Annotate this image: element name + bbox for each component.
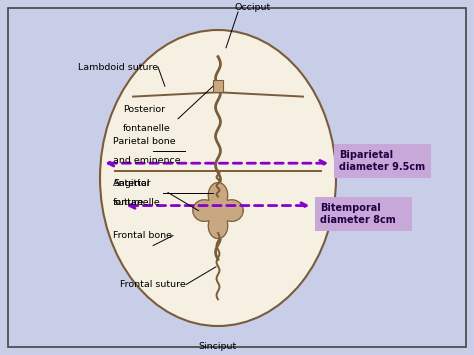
FancyBboxPatch shape [315,197,412,230]
Text: Sinciput: Sinciput [199,342,237,351]
Text: Parietal bone: Parietal bone [113,137,176,146]
Text: Sagittal: Sagittal [113,179,149,188]
FancyBboxPatch shape [334,144,431,178]
Ellipse shape [100,30,336,326]
Bar [213,80,223,92]
Text: Anterior: Anterior [113,179,152,187]
Text: diameter 8cm: diameter 8cm [320,214,396,225]
Text: Frontal bone: Frontal bone [113,231,172,240]
Text: suture: suture [113,198,143,207]
Text: diameter 9.5cm: diameter 9.5cm [339,162,425,172]
Text: Occiput: Occiput [235,3,271,12]
Text: Lambdoid suture: Lambdoid suture [78,62,158,71]
Text: Posterior: Posterior [123,105,165,114]
Text: fontanelle: fontanelle [123,124,171,133]
Text: Frontal suture: Frontal suture [120,280,186,289]
Text: and eminence: and eminence [113,156,181,165]
Polygon shape [193,182,243,239]
Text: Biparietal: Biparietal [339,150,393,160]
Text: Bitemporal: Bitemporal [320,203,381,213]
Text: fontanelle: fontanelle [113,198,161,207]
